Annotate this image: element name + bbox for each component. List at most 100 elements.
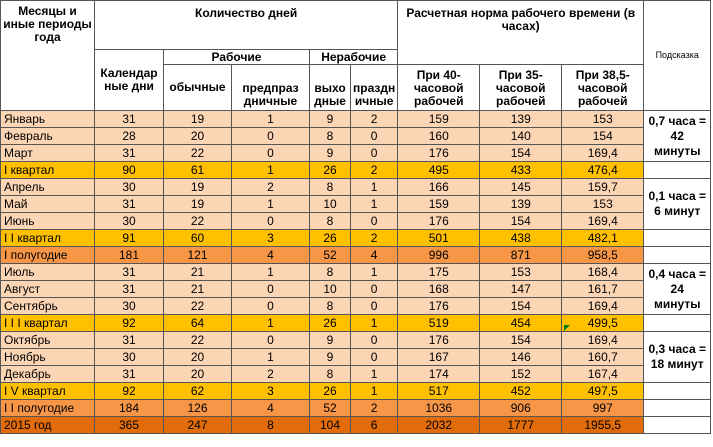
cell-ordinary[interactable]: 22 <box>163 212 232 230</box>
cell-ordinary[interactable]: 20 <box>163 348 232 366</box>
cell-preholiday[interactable]: 3 <box>231 382 310 400</box>
cell-preholiday[interactable]: 1 <box>231 110 310 128</box>
cell-h35[interactable]: 154 <box>479 297 563 315</box>
cell-h385[interactable]: 482,1 <box>561 229 645 247</box>
row-name[interactable]: Май <box>0 195 95 213</box>
cell-calendar[interactable]: 31 <box>94 365 164 383</box>
cell-h385[interactable]: 958,5 <box>561 246 645 264</box>
cell-weekend[interactable]: 52 <box>309 399 351 417</box>
header-nonworking[interactable]: Нерабочие <box>308 49 399 65</box>
cell-h385[interactable]: 160,7 <box>561 348 645 366</box>
row-name[interactable]: Декабрь <box>0 365 95 383</box>
cell-weekend[interactable]: 8 <box>309 263 351 281</box>
cell-h35[interactable]: 452 <box>479 382 563 400</box>
cell-calendar[interactable]: 365 <box>94 416 164 434</box>
cell-h35[interactable]: 146 <box>479 348 563 366</box>
cell-weekend[interactable]: 26 <box>309 382 351 400</box>
header-preholiday[interactable]: предпраз дничные <box>231 64 310 111</box>
hint-blank[interactable] <box>643 314 712 332</box>
cell-h35[interactable]: 147 <box>479 280 563 298</box>
cell-h40[interactable]: 1036 <box>397 399 481 417</box>
cell-h35[interactable]: 454 <box>479 314 563 332</box>
cell-ordinary[interactable]: 22 <box>163 331 232 349</box>
cell-holiday[interactable]: 0 <box>349 280 399 298</box>
cell-holiday[interactable]: 2 <box>349 399 399 417</box>
cell-h35[interactable]: 906 <box>479 399 563 417</box>
cell-h40[interactable]: 176 <box>397 144 481 162</box>
cell-h40[interactable]: 519 <box>397 314 481 332</box>
cell-h35[interactable]: 154 <box>479 331 563 349</box>
cell-preholiday[interactable]: 0 <box>231 127 310 145</box>
hint-blank[interactable] <box>643 246 712 264</box>
cell-h385[interactable]: 153 <box>561 195 645 213</box>
cell-preholiday[interactable]: 0 <box>231 212 310 230</box>
cell-ordinary[interactable]: 20 <box>163 365 232 383</box>
cell-ordinary[interactable]: 22 <box>163 297 232 315</box>
cell-h40[interactable]: 168 <box>397 280 481 298</box>
cell-holiday[interactable]: 1 <box>349 365 399 383</box>
cell-h40[interactable]: 175 <box>397 263 481 281</box>
hint-blank[interactable] <box>643 382 712 400</box>
cell-weekend[interactable]: 9 <box>309 331 351 349</box>
cell-holiday[interactable]: 2 <box>349 229 399 247</box>
header-calendar[interactable]: Календар ные дни <box>94 49 164 111</box>
cell-h35[interactable]: 140 <box>479 127 563 145</box>
header-h385[interactable]: При 38,5-часовой рабочей <box>561 64 645 111</box>
cell-weekend[interactable]: 26 <box>309 229 351 247</box>
hint-cell[interactable]: 0,3 часа = 18 минут <box>643 331 712 383</box>
cell-preholiday[interactable]: 0 <box>231 331 310 349</box>
row-name[interactable]: Август <box>0 280 95 298</box>
hint-blank[interactable] <box>643 229 712 247</box>
hint-blank[interactable] <box>643 416 712 434</box>
header-days-count[interactable]: Количество дней <box>93 0 399 50</box>
cell-ordinary[interactable]: 121 <box>163 246 232 264</box>
cell-h385[interactable]: 169,4 <box>561 144 645 162</box>
cell-calendar[interactable]: 181 <box>94 246 164 264</box>
cell-preholiday[interactable]: 2 <box>231 178 310 196</box>
cell-preholiday[interactable]: 1 <box>231 263 310 281</box>
cell-preholiday[interactable]: 4 <box>231 246 310 264</box>
cell-h40[interactable]: 176 <box>397 297 481 315</box>
hint-cell[interactable]: 0,7 часа = 42 минуты <box>643 110 712 162</box>
cell-preholiday[interactable]: 1 <box>231 348 310 366</box>
header-hint[interactable]: Подсказка <box>643 0 712 111</box>
row-name[interactable]: Июнь <box>0 212 95 230</box>
cell-calendar[interactable]: 31 <box>94 110 164 128</box>
cell-h35[interactable]: 1777 <box>479 416 563 434</box>
header-ordinary[interactable]: обычные <box>163 64 232 111</box>
cell-weekend[interactable]: 8 <box>309 365 351 383</box>
cell-calendar[interactable]: 30 <box>94 178 164 196</box>
cell-ordinary[interactable]: 21 <box>163 280 232 298</box>
cell-weekend[interactable]: 52 <box>309 246 351 264</box>
cell-h40[interactable]: 167 <box>397 348 481 366</box>
cell-h40[interactable]: 176 <box>397 331 481 349</box>
cell-h35[interactable]: 139 <box>479 110 563 128</box>
cell-calendar[interactable]: 31 <box>94 263 164 281</box>
cell-h40[interactable]: 495 <box>397 161 481 179</box>
hint-blank[interactable] <box>643 161 712 179</box>
cell-h385[interactable]: 169,4 <box>561 331 645 349</box>
cell-holiday[interactable]: 0 <box>349 348 399 366</box>
cell-holiday[interactable]: 0 <box>349 212 399 230</box>
cell-h40[interactable]: 160 <box>397 127 481 145</box>
cell-calendar[interactable]: 90 <box>94 161 164 179</box>
cell-ordinary[interactable]: 61 <box>163 161 232 179</box>
cell-h40[interactable]: 2032 <box>397 416 481 434</box>
cell-holiday[interactable]: 6 <box>349 416 399 434</box>
cell-calendar[interactable]: 28 <box>94 127 164 145</box>
cell-weekend[interactable]: 10 <box>309 195 351 213</box>
cell-preholiday[interactable]: 0 <box>231 297 310 315</box>
header-weekend[interactable]: выхо дные <box>309 64 351 111</box>
cell-weekend[interactable]: 8 <box>309 212 351 230</box>
cell-preholiday[interactable]: 0 <box>231 280 310 298</box>
cell-h385[interactable]: 499,5 <box>561 314 645 332</box>
row-name[interactable]: I квартал <box>0 161 95 179</box>
cell-calendar[interactable]: 91 <box>94 229 164 247</box>
cell-preholiday[interactable]: 1 <box>231 195 310 213</box>
cell-holiday[interactable]: 1 <box>349 263 399 281</box>
cell-ordinary[interactable]: 19 <box>163 178 232 196</box>
cell-h385[interactable]: 476,4 <box>561 161 645 179</box>
cell-ordinary[interactable]: 22 <box>163 144 232 162</box>
header-norm[interactable]: Расчетная норма рабочего времени (в часа… <box>397 0 645 65</box>
cell-ordinary[interactable]: 62 <box>163 382 232 400</box>
